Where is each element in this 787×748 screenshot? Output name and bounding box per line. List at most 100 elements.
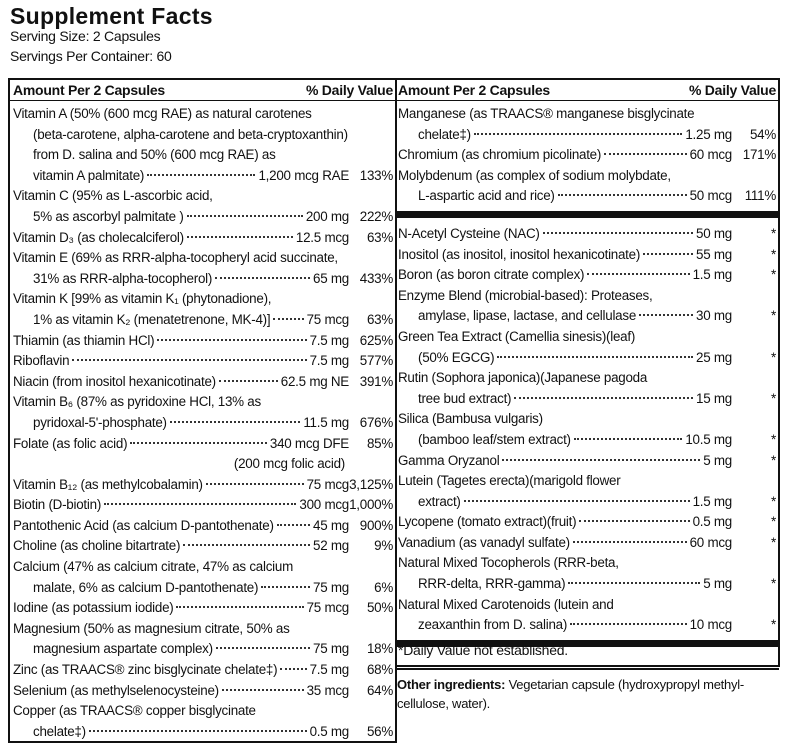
nutrient-row: chelate‡) 0.5 mg 56% <box>13 722 393 743</box>
nutrient-item: Pantothenic Acid (as calcium D-pantothen… <box>13 516 393 537</box>
nutrient-text: Silica (Bambusa vulgaris) <box>398 411 543 427</box>
dot-leader <box>218 379 278 382</box>
nutrient-text: malate, 6% as calcium D-pantothenate) <box>33 579 259 595</box>
amount: 30 mg <box>696 308 732 324</box>
dot-leader <box>514 396 694 399</box>
nutrient-text: (beta-carotene, alpha-carotene and beta-… <box>33 126 348 142</box>
other-ingredients-label: Other ingredients: <box>397 677 506 692</box>
nutrient-text: L-aspartic acid and rice) <box>418 188 555 204</box>
daily-value: 1,000% <box>349 497 393 513</box>
amount: 62.5 mg NE <box>280 373 349 389</box>
daily-value: 6% <box>374 579 393 595</box>
nutrient-text: N-Acetyl Cysteine (NAC) <box>398 225 540 241</box>
daily-value: 133% <box>359 167 394 183</box>
nutrient-text: Vitamin D₃ (as cholecalciferol) <box>13 229 184 245</box>
nutrient-text: extract) <box>418 493 461 509</box>
daily-value: 171% <box>742 147 777 163</box>
daily-value: 54% <box>749 126 776 142</box>
nutrient-text: Lycopene (tomato extract)(fruit) <box>398 514 577 530</box>
nutrient-text: Gamma Oryzanol <box>398 452 500 468</box>
nutrient-item: Vitamin E (69% as RRR-alpha-tocopheryl a… <box>13 248 393 289</box>
nutrient-row: Choline (as choline bitartrate) 52 mg 9% <box>13 536 393 557</box>
nutrient-row: Vitamin D₃ (as cholecalciferol) 12.5 mcg 6… <box>13 228 393 249</box>
daily-value: 50% <box>366 600 393 616</box>
dot-leader <box>604 153 687 156</box>
dot-leader <box>147 173 256 176</box>
nutrient-item: Gamma Oryzanol 5 mg * <box>398 451 776 472</box>
dot-leader <box>568 582 701 585</box>
amount: 5 mg <box>703 452 732 468</box>
nutrient-item: Vitamin B₁₂ (as methylcobalamin) 75 mcg 3,… <box>13 475 393 496</box>
nutrient-text: pyridoxal-5'-phosphate) <box>33 414 167 430</box>
dv-header: % Daily Value <box>305 82 393 98</box>
nutrient-row: (50% EGCG) 25 mg * <box>398 348 776 369</box>
dot-leader <box>88 729 307 732</box>
amount: 52 mg <box>313 538 349 554</box>
amount: 75 mg <box>313 641 349 657</box>
nutrient-text: Selenium (as methylselenocysteine) <box>13 682 219 698</box>
nutrient-text: Vitamin E (69% as RRR-alpha-tocopheryl a… <box>13 250 338 266</box>
nutrient-row: Zinc (as TRAACS® zinc bisglycinate chela… <box>13 660 393 681</box>
daily-value: 222% <box>359 208 394 224</box>
column-header: Amount Per 2 Capsules % Daily Value <box>395 80 778 101</box>
nutrient-item: Boron (as boron citrate complex) 1.5 mg * <box>398 265 776 286</box>
dot-leader <box>157 338 307 341</box>
nutrient-text: chelate‡) <box>418 126 471 142</box>
nutrient-text: Iodine (as potassium iodide) <box>13 600 174 616</box>
nutrient-item: Selenium (as methylselenocysteine) 35 mcg… <box>13 681 393 702</box>
nutrient-row: zeaxanthin from D. salina) 10 mcg * <box>398 615 776 636</box>
dot-leader <box>273 317 304 320</box>
dot-leader <box>502 458 701 461</box>
nutrient-item: Iodine (as potassium iodide) 75 mcg 50% <box>13 598 393 619</box>
dot-leader <box>542 231 694 234</box>
dot-leader <box>130 441 267 444</box>
nutrient-item: Molybdenum (as complex of sodium molybda… <box>398 166 776 207</box>
nutrient-item: Vanadium (as vanadyl sulfate) 60 mcg * <box>398 533 776 554</box>
nutrient-text: Natural Mixed Carotenoids (lutein and <box>398 596 614 612</box>
nutrient-text: Pantothenic Acid (as calcium D-pantothen… <box>13 517 274 533</box>
nutrient-text: Riboflavin <box>13 353 70 369</box>
nutrient-row: Vitamin B₁₂ (as methylcobalamin) 75 mcg 3,… <box>13 475 393 496</box>
nutrient-row: Gamma Oryzanol 5 mg * <box>398 451 776 472</box>
nutrient-item: Rutin (Sophora japonica)(Japanese pagoda… <box>398 368 776 409</box>
daily-value: * <box>771 246 776 262</box>
daily-value: 18% <box>366 641 393 657</box>
dot-leader <box>205 482 304 485</box>
dot-leader <box>497 355 694 358</box>
nutrient-row: Biotin (D-biotin) 300 mcg 1,000% <box>13 495 393 516</box>
nutrient-item: Lycopene (tomato extract)(fruit) 0.5 mg * <box>398 512 776 533</box>
nutrient-text: Vitamin C (95% as L-ascorbic acid, <box>13 188 213 204</box>
amount: 300 mcg <box>299 497 349 513</box>
nutrient-row: Lycopene (tomato extract)(fruit) 0.5 mg * <box>398 512 776 533</box>
daily-value: 111% <box>744 188 777 204</box>
dot-leader <box>639 314 694 317</box>
dot-leader <box>570 623 687 626</box>
nutrient-row: Chromium (as chromium picolinate) 60 mcg 1… <box>398 145 776 166</box>
nutrient-text: Biotin (D-biotin) <box>13 497 102 513</box>
amount: 55 mg <box>696 246 732 262</box>
amount: 45 mg <box>313 517 349 533</box>
divider-bar <box>395 210 778 218</box>
nutrient-row: vitamin A palmitate) 1,200 mcg RAE 133% <box>13 166 393 187</box>
dot-leader <box>186 235 293 238</box>
nutrient-text: (50% EGCG) <box>418 349 495 365</box>
nutrient-text: Vitamin A (50% (600 mcg RAE) as natural … <box>13 106 312 121</box>
nutrient-text: Boron (as boron citrate complex) <box>398 267 585 283</box>
daily-value: 68% <box>366 662 393 678</box>
nutrient-item: Calcium (47% as calcium citrate, 47% as … <box>13 557 393 598</box>
nutrient-text: Vitamin B₆ (87% as pyridoxine HCl, 13% a… <box>13 394 261 410</box>
nutrient-row: Folate (as folic acid) 340 mcg DFE 85% <box>13 434 393 455</box>
nutrient-row: malate, 6% as calcium D-pantothenate) 75 … <box>13 578 393 599</box>
nutrient-item: Inositol (as inositol, inositol hexanico… <box>398 245 776 266</box>
nutrient-row: amylase, lipase, lactase, and cellulase 3… <box>398 306 776 327</box>
amount: 65 mg <box>313 270 349 286</box>
other-ingredients: Other ingredients: Vegetarian capsule (h… <box>397 668 779 713</box>
amount: 50 mcg <box>689 188 733 204</box>
daily-value: 9% <box>374 538 393 554</box>
nutrient-item: Zinc (as TRAACS® zinc bisglycinate chela… <box>13 660 393 681</box>
dot-leader <box>579 520 690 523</box>
daily-value: 391% <box>359 373 394 389</box>
nutrient-row: pyridoxal-5'-phosphate) 11.5 mg 676% <box>13 413 393 434</box>
daily-value: * <box>771 349 776 365</box>
